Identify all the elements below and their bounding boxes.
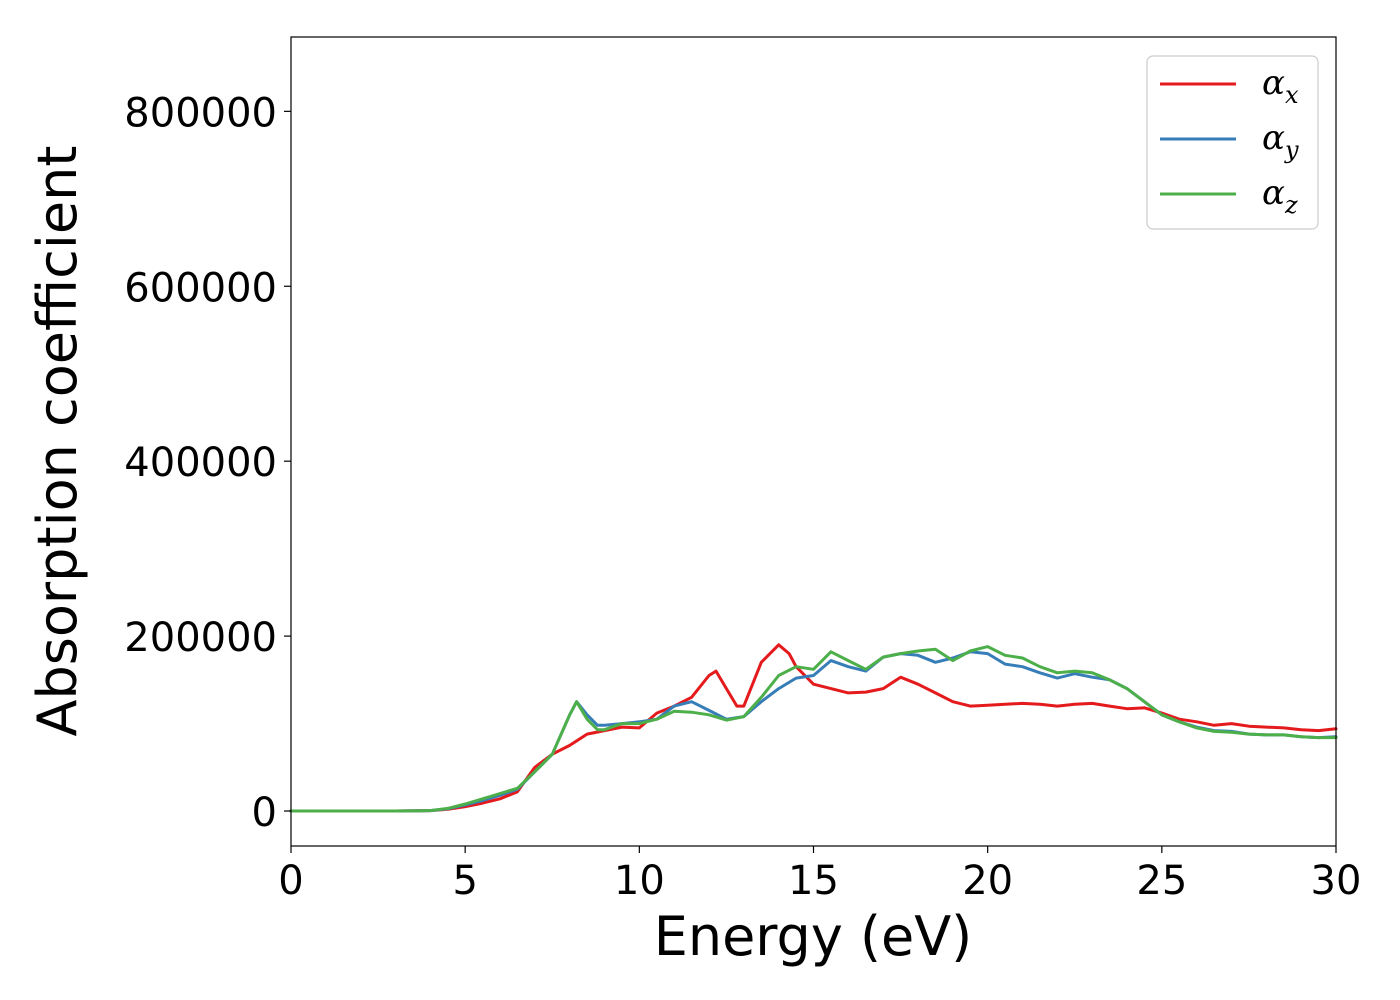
legend-label-x: αx [1262, 63, 1299, 109]
y-tick-label: 800000 [124, 90, 277, 136]
y-axis-ticks: 0 200000 400000 600000 800000 [124, 90, 291, 836]
legend-label-z: αz [1262, 173, 1298, 219]
x-tick-label: 15 [788, 858, 839, 904]
y-tick-label: 600000 [124, 265, 277, 311]
legend-box [1146, 55, 1319, 230]
y-tick-label: 200000 [124, 615, 277, 661]
y-tick-label: 400000 [124, 440, 277, 486]
x-tick-label: 30 [1311, 858, 1362, 904]
legend: αx αy αz [1146, 55, 1319, 230]
x-tick-label: 10 [614, 858, 665, 904]
series-line-z [289, 645, 1338, 813]
y-axis-label: Absorption coefficient [26, 146, 89, 737]
y-tick-label: 0 [252, 790, 277, 836]
x-axis-label: Energy (eV) [654, 905, 973, 968]
series-lines [289, 643, 1338, 813]
x-tick-label: 0 [278, 858, 303, 904]
x-axis-ticks: 0 5 10 15 20 25 30 [278, 846, 1361, 904]
x-tick-label: 5 [452, 858, 477, 904]
x-tick-label: 20 [962, 858, 1013, 904]
x-tick-label: 25 [1136, 858, 1187, 904]
series-line-x [289, 643, 1338, 813]
legend-label-y: αy [1262, 118, 1299, 164]
